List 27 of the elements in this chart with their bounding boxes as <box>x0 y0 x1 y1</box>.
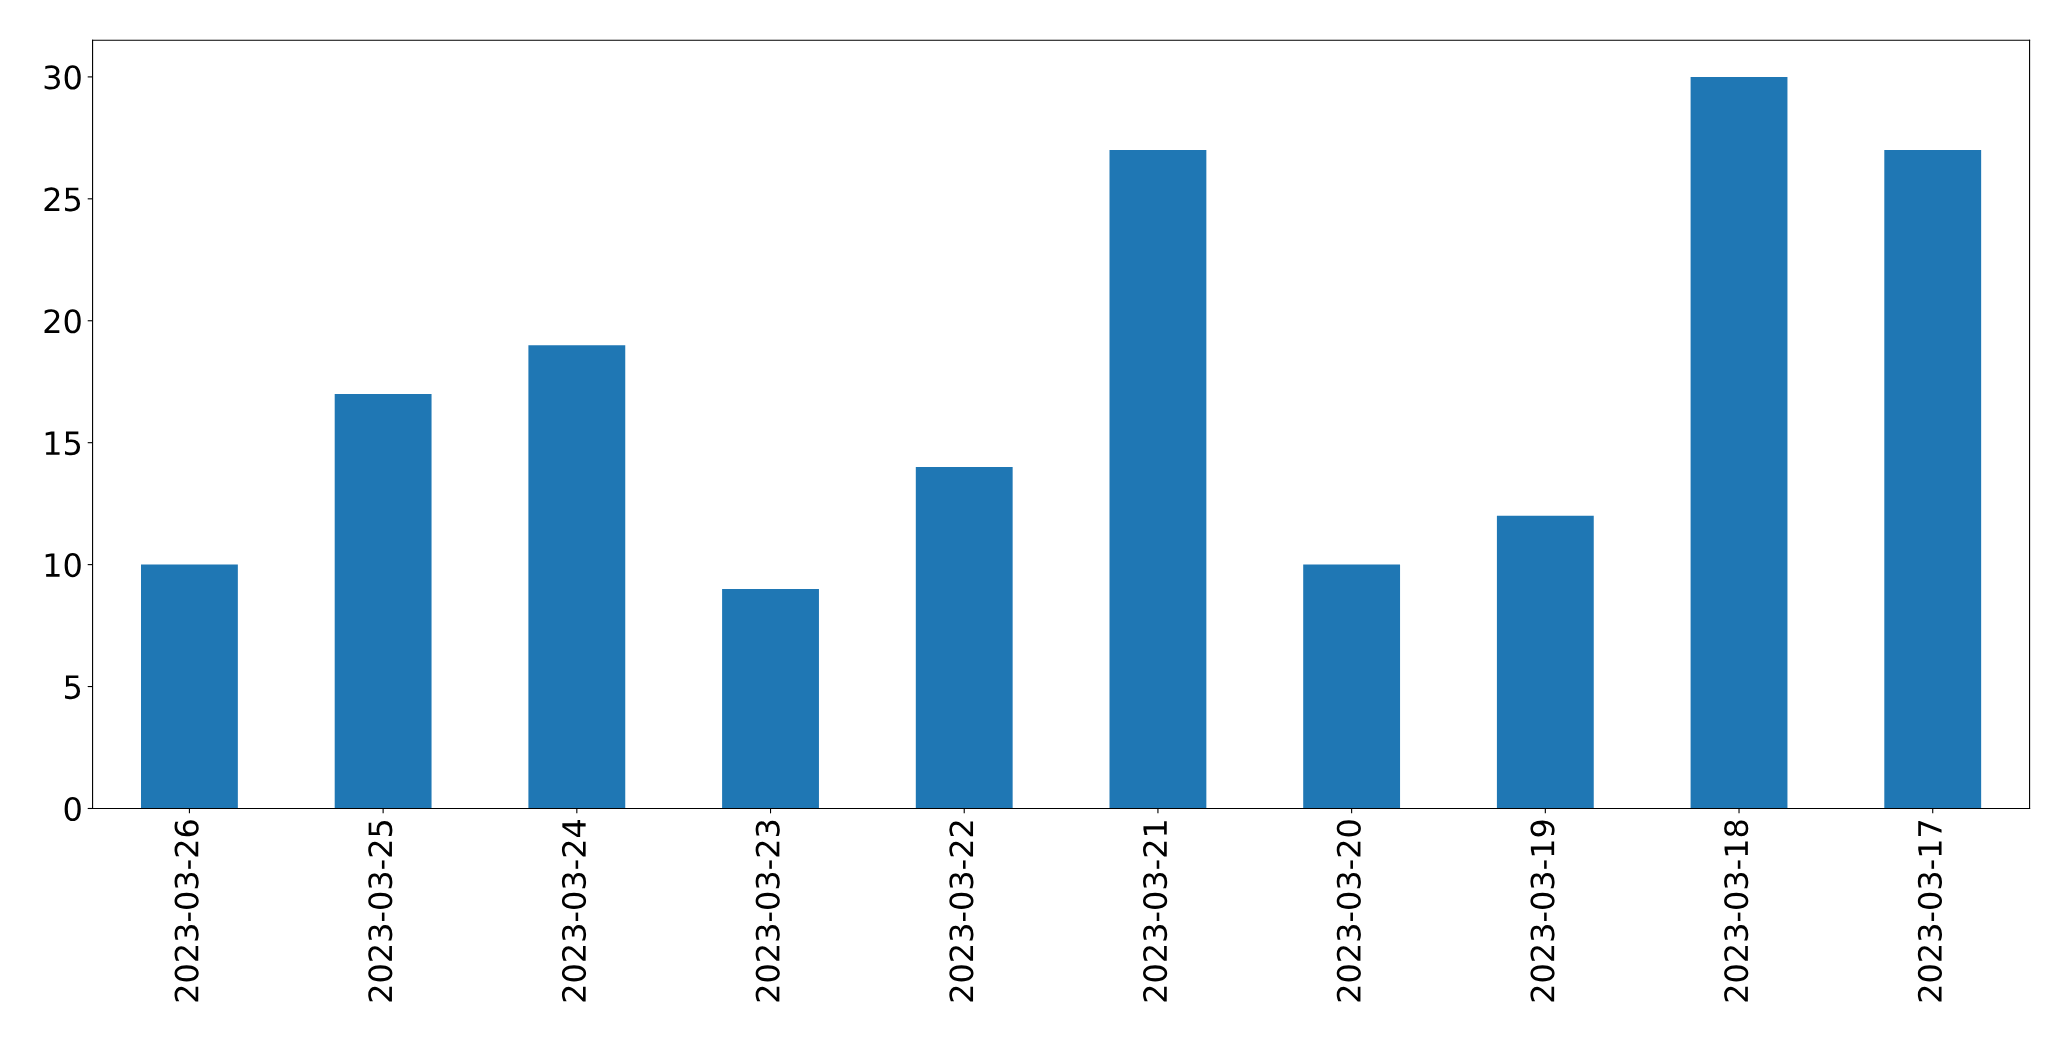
bar <box>528 345 626 809</box>
y-tick-label: 5 <box>64 675 81 700</box>
bar <box>1884 150 1982 809</box>
x-tick-label: 2023-03-18 <box>1724 820 1749 1002</box>
bar <box>1109 150 1207 809</box>
bar <box>722 589 819 809</box>
bar <box>141 564 238 809</box>
x-tick-label: 2023-03-21 <box>1143 821 1168 1002</box>
x-tick-label: 2023-03-24 <box>561 820 587 1002</box>
bar <box>1496 515 1594 809</box>
y-tick-label: 30 <box>44 65 81 90</box>
x-tick-label: 2023-03-19 <box>1530 820 1555 1002</box>
bar <box>915 467 1013 809</box>
bar <box>334 393 432 809</box>
x-tick-label: 2023-03-20 <box>1336 820 1361 1002</box>
y-tick-label: 15 <box>45 431 81 456</box>
y-tick-label: 20 <box>44 309 81 334</box>
y-tick-label: 25 <box>44 187 81 212</box>
x-tick-label: 2023-03-25 <box>368 820 393 1002</box>
bar <box>1690 76 1788 809</box>
x-tick-label: 2023-03-22 <box>949 821 974 1002</box>
bar <box>1303 564 1401 809</box>
y-tick-label: 10 <box>45 553 81 578</box>
x-tick-label: 2023-03-17 <box>1917 820 1942 1002</box>
x-tick-label: 2023-03-26 <box>174 820 199 1002</box>
y-tick-label: 0 <box>64 796 81 822</box>
x-tick-label: 2023-03-23 <box>755 820 780 1002</box>
